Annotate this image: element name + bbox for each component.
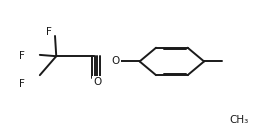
Text: F: F: [19, 51, 25, 61]
Text: O: O: [93, 77, 102, 87]
Text: CH₃: CH₃: [230, 115, 249, 125]
Text: O: O: [112, 56, 120, 66]
Text: F: F: [46, 27, 52, 37]
Text: F: F: [19, 79, 25, 89]
